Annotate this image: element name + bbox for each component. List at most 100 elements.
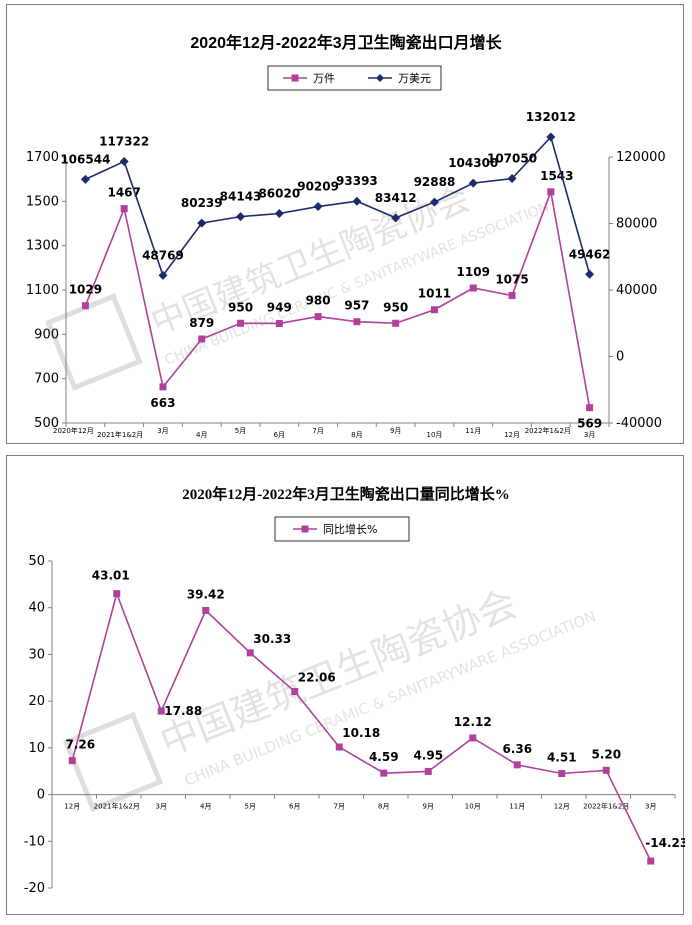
data-label-pieces: 1029 <box>69 283 102 297</box>
x-tick-label: 10月 <box>427 431 443 439</box>
y-tick-label-left: 900 <box>34 327 59 342</box>
data-label-pieces: 1075 <box>495 273 528 287</box>
data-point-yoy <box>157 707 165 715</box>
data-label-pieces: 1467 <box>107 186 140 200</box>
x-tick-label: 11月 <box>465 427 481 435</box>
data-label-yoy: 43.01 <box>92 569 130 583</box>
data-label-pieces: 949 <box>267 300 292 314</box>
data-label-yoy: 22.06 <box>298 671 336 685</box>
legend-label-usd: 万美元 <box>398 72 431 85</box>
data-point-pieces <box>430 306 438 314</box>
data-label-pieces: 879 <box>189 316 214 330</box>
legend-marker-pieces <box>291 74 299 82</box>
y-tick-label-right: 0 <box>616 350 624 365</box>
export-growth-chart: 中国建筑卫生陶瓷协会 CHINA BUILDING CERAMIC & SANI… <box>26 33 666 439</box>
data-point-pieces <box>469 284 477 292</box>
y-tick-label-right: -40000 <box>616 416 662 431</box>
data-point-usd <box>468 178 478 188</box>
x-tick-label: 11月 <box>509 803 525 811</box>
data-point-pieces <box>586 404 594 412</box>
y-tick-label: 40 <box>28 601 45 616</box>
data-label-pieces: 569 <box>577 417 602 431</box>
legend: 同比增长% <box>274 516 410 542</box>
y-tick-label-left: 1700 <box>26 150 59 165</box>
x-tick-label: 5月 <box>245 803 256 811</box>
data-point-pieces <box>120 205 128 213</box>
data-label-usd: 104300 <box>448 156 498 170</box>
data-point-usd <box>585 269 595 279</box>
x-tick-label: 2022年1&2月 <box>583 802 629 811</box>
data-point-usd <box>546 132 556 142</box>
data-point-yoy <box>647 857 655 865</box>
data-point-usd <box>236 212 246 222</box>
data-label-usd: 106544 <box>60 152 110 166</box>
x-tick-label: 10月 <box>465 803 481 811</box>
y-tick-label-left: 700 <box>34 372 59 387</box>
legend-label-yoy: 同比增长% <box>323 522 377 536</box>
y-tick-label: 30 <box>28 647 45 662</box>
series-line-pieces <box>84 188 591 408</box>
data-point-yoy <box>602 766 610 774</box>
legend-label-pieces: 万件 <box>313 72 335 85</box>
x-tick-label: 3月 <box>645 803 656 811</box>
data-label-yoy: 4.95 <box>413 748 443 762</box>
yoy-growth-chart: 中国建筑卫生陶瓷协会 CHINA BUILDING CERAMIC & SANI… <box>24 485 685 896</box>
data-label-usd: 92888 <box>414 175 456 189</box>
y-tick-label-left: 500 <box>34 416 59 431</box>
data-point-usd <box>352 196 362 206</box>
y-tick-label-right: 80000 <box>616 217 657 232</box>
data-label-yoy: 6.36 <box>502 742 532 756</box>
data-label-usd: 80239 <box>181 196 223 210</box>
data-label-pieces: 957 <box>344 299 369 313</box>
x-tick-label: 3月 <box>157 427 168 435</box>
y-tick-label: -20 <box>24 881 45 896</box>
x-tick-label: 8月 <box>378 803 389 811</box>
data-label-pieces: 663 <box>150 396 175 410</box>
watermark-logo <box>62 711 164 813</box>
x-tick-label: 12月 <box>504 431 520 439</box>
data-label-usd: 93393 <box>336 174 378 188</box>
watermark: 中国建筑卫生陶瓷协会 CHINA BUILDING CERAMIC & SANI… <box>62 581 599 813</box>
y-tick-label: 50 <box>28 554 45 569</box>
chart-title: 2020年12月-2022年3月卫生陶瓷出口月增长 <box>190 33 502 52</box>
data-point-pieces <box>275 319 283 327</box>
data-label-usd: 86020 <box>258 186 300 200</box>
axes: -20 -10 0 10 20 30 40 50 12月 2021年1&2月 3月 4月 5月 6月 7月 8… <box>24 554 676 896</box>
x-tick-label: 4月 <box>200 803 211 811</box>
x-tick-label: 9月 <box>423 803 434 811</box>
data-point-yoy <box>202 606 210 614</box>
y-tick-label-left: 1100 <box>26 283 59 298</box>
data-point-yoy <box>246 649 254 657</box>
data-label-yoy: 5.20 <box>591 747 621 761</box>
y-tick-label: 20 <box>28 694 45 709</box>
data-label-usd: 90209 <box>297 180 339 194</box>
x-tick-label: 7月 <box>312 427 323 435</box>
data-point-yoy <box>558 770 566 778</box>
data-point-pieces <box>547 188 555 196</box>
data-label-pieces: 980 <box>306 294 331 308</box>
data-point-usd <box>429 197 439 207</box>
data-point-yoy <box>113 590 121 598</box>
data-point-yoy <box>380 769 388 777</box>
data-point-yoy <box>513 761 521 769</box>
data-label-yoy: 17.88 <box>164 704 202 718</box>
data-point-usd <box>158 270 168 280</box>
y-tick-label: -10 <box>24 834 45 849</box>
data-point-pieces <box>81 302 89 310</box>
data-label-yoy: 4.59 <box>369 750 399 764</box>
data-label-pieces: 950 <box>228 300 253 314</box>
data-point-usd <box>197 218 207 228</box>
data-point-yoy <box>335 743 343 751</box>
legend-marker-yoy <box>301 525 309 533</box>
export-growth-chart-panel: 中国建筑卫生陶瓷协会 CHINA BUILDING CERAMIC & SANI… <box>6 4 684 444</box>
x-tick-label: 2021年1&2月 <box>97 430 143 439</box>
legend: 万件 万美元 <box>267 65 442 91</box>
x-tick-label: 6月 <box>274 431 285 439</box>
data-label-yoy: -14.23 <box>645 836 685 850</box>
y-tick-label-left: 1300 <box>26 239 59 254</box>
data-label-yoy: 30.33 <box>253 632 291 646</box>
x-tick-label: 3月 <box>584 431 595 439</box>
y-tick-label-right: 120000 <box>616 150 666 165</box>
data-point-yoy <box>469 734 477 742</box>
data-label-usd: 49462 <box>569 247 611 261</box>
